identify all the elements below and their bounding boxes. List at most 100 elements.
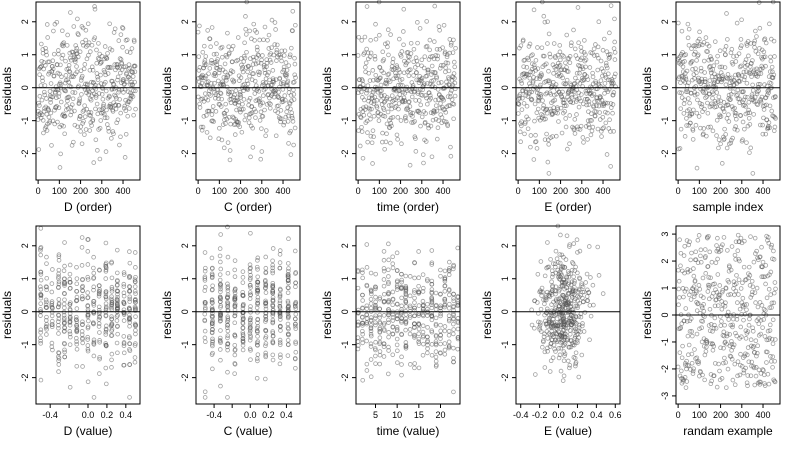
y-tick-label: -2 (660, 150, 670, 158)
data-point (71, 24, 77, 29)
data-point (248, 275, 253, 281)
data-point (263, 350, 268, 356)
data-point (377, 315, 383, 320)
data-point (41, 66, 46, 72)
data-point (587, 303, 593, 308)
data-point (683, 286, 689, 292)
x-tick-label: 0 (36, 186, 41, 196)
data-point (368, 116, 373, 122)
data-point (38, 292, 44, 298)
data-point (721, 329, 727, 335)
data-point (729, 46, 735, 52)
data-point (733, 288, 739, 294)
data-point (416, 283, 421, 289)
data-point (727, 75, 732, 81)
data-point (684, 358, 689, 364)
data-point (286, 308, 291, 313)
data-point (763, 63, 768, 69)
data-point (368, 318, 374, 324)
data-point (216, 70, 222, 76)
data-point (433, 334, 439, 339)
data-point (225, 281, 230, 287)
data-point (103, 296, 109, 302)
data-point (54, 19, 60, 25)
data-point (225, 254, 231, 260)
data-point (402, 116, 408, 121)
data-point (721, 100, 727, 105)
data-point (753, 251, 758, 256)
data-point (117, 70, 123, 76)
data-point (355, 339, 361, 344)
data-point (763, 131, 769, 137)
data-point (70, 96, 76, 102)
data-point (685, 21, 691, 27)
data-point (80, 288, 85, 293)
data-point (600, 47, 606, 53)
data-point (46, 114, 52, 120)
data-point (758, 317, 764, 323)
data-point (274, 42, 280, 48)
data-point (557, 62, 563, 68)
data-point (419, 75, 425, 81)
data-point (412, 260, 417, 265)
data-point (686, 242, 692, 248)
data-point (202, 328, 208, 334)
data-point (204, 113, 209, 118)
data-point (590, 124, 596, 130)
data-point (445, 123, 450, 129)
data-point (552, 64, 557, 70)
data-point (715, 73, 721, 78)
data-point (56, 358, 61, 364)
data-point (200, 50, 206, 55)
data-point (707, 296, 712, 302)
data-point (418, 123, 423, 129)
data-point (611, 129, 616, 134)
data-point (545, 324, 550, 329)
data-point (576, 294, 582, 300)
data-point (247, 318, 253, 323)
data-point (255, 47, 260, 53)
data-point (571, 316, 577, 322)
data-point (282, 93, 288, 98)
data-point (701, 126, 707, 131)
data-point (551, 323, 556, 328)
x-tick-label: -0.2 (532, 410, 548, 420)
data-point (565, 358, 571, 364)
data-point (133, 306, 138, 312)
data-point (748, 41, 754, 46)
data-point (132, 79, 137, 85)
data-point (753, 365, 759, 370)
data-point (699, 79, 705, 85)
data-point (582, 58, 588, 64)
data-point (71, 139, 76, 145)
data-point (60, 28, 65, 34)
data-point (107, 94, 112, 100)
data-point (232, 342, 238, 348)
data-point (218, 328, 223, 333)
data-point (265, 38, 270, 43)
data-point (50, 322, 55, 327)
data-point (97, 355, 102, 360)
data-point (763, 308, 768, 313)
data-point (578, 123, 584, 129)
data-point (577, 81, 583, 86)
data-point (548, 310, 554, 316)
data-point (704, 344, 709, 350)
data-point (49, 289, 55, 295)
data-point (532, 298, 537, 304)
data-point (555, 299, 560, 305)
data-point (399, 76, 405, 82)
data-point (67, 316, 73, 322)
data-point (407, 327, 413, 332)
data-point (562, 321, 567, 327)
data-point (255, 258, 260, 263)
data-point (451, 308, 456, 313)
y-tick-label: 0 (180, 309, 190, 314)
data-point (728, 140, 734, 146)
data-point (566, 56, 572, 61)
data-point (401, 42, 406, 48)
data-point (255, 334, 260, 339)
data-point (368, 326, 374, 331)
data-point (573, 361, 578, 367)
